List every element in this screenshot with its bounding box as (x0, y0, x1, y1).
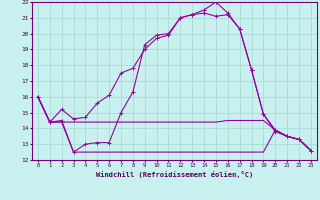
X-axis label: Windchill (Refroidissement éolien,°C): Windchill (Refroidissement éolien,°C) (96, 171, 253, 178)
